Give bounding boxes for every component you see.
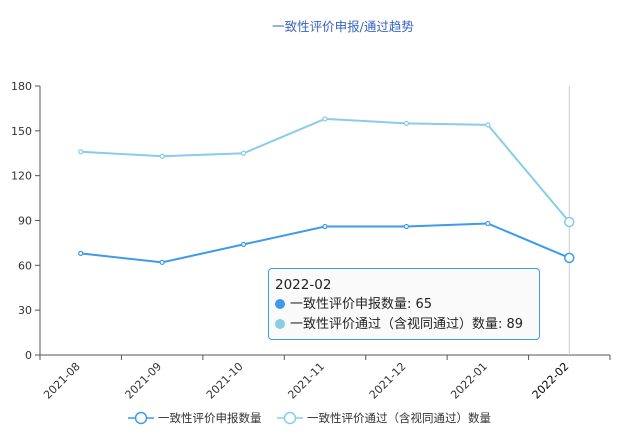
data-point	[564, 216, 575, 228]
data-point	[403, 120, 410, 126]
tooltip-dot-submit	[275, 299, 285, 309]
tooltip-row-submit: 一致性评价申报数量: 65	[275, 295, 533, 315]
legend-item-submit[interactable]: 一致性评价申报数量	[128, 410, 262, 426]
data-point	[485, 220, 491, 227]
y-tick-label: 0	[25, 349, 32, 362]
y-tick-label: 120	[11, 170, 32, 183]
data-point	[485, 122, 491, 128]
series-line	[80, 222, 570, 264]
y-tick-label: 60	[18, 259, 32, 272]
data-point	[240, 241, 247, 248]
data-point	[403, 223, 410, 230]
tooltip-dot-pass	[275, 319, 285, 329]
data-point	[78, 149, 84, 155]
legend-label-submit: 一致性评价申报数量	[158, 411, 262, 425]
tooltip-label-submit: 一致性评价申报数量: 65	[290, 297, 433, 312]
data-point	[322, 223, 328, 230]
legend: 一致性评价申报数量 一致性评价通过（含视同通过）数量	[0, 410, 636, 426]
data-point	[78, 250, 84, 256]
data-point	[159, 153, 165, 159]
tooltip-title: 2022-02	[275, 277, 332, 293]
data-point	[322, 116, 328, 122]
y-tick-label: 180	[11, 80, 32, 93]
legend-marker-submit-icon	[128, 411, 154, 425]
legend-item-pass[interactable]: 一致性评价通过（含视同通过）数量	[277, 410, 491, 426]
x-tick-label: 2022-01	[448, 360, 490, 402]
tooltip-row-pass: 一致性评价通过（含视同通过）数量: 89	[275, 315, 533, 335]
y-tick-label: 30	[18, 304, 32, 317]
data-point	[159, 259, 165, 265]
x-tick-label: 2022-02	[530, 360, 572, 402]
y-tick-label: 90	[18, 215, 32, 228]
x-tick-label: 2021-12	[367, 360, 409, 402]
x-tick-label: 2021-11	[285, 360, 327, 402]
x-tick-label: 2021-08	[41, 360, 83, 402]
data-point	[564, 252, 575, 264]
x-tick-label: 2021-09	[123, 360, 165, 402]
tooltip: 2022-02 一致性评价申报数量: 65 一致性评价通过（含视同通过）数量: …	[268, 268, 540, 340]
data-point	[240, 150, 247, 156]
y-tick-label: 150	[11, 125, 32, 138]
tooltip-label-pass: 一致性评价通过（含视同通过）数量: 89	[290, 317, 524, 332]
chart-title: 一致性评价申报/通过趋势	[272, 19, 414, 34]
series-line	[80, 117, 571, 223]
x-tick-label: 2021-10	[204, 360, 246, 402]
legend-label-pass: 一致性评价通过（含视同通过）数量	[307, 411, 491, 425]
legend-marker-pass-icon	[277, 411, 303, 425]
